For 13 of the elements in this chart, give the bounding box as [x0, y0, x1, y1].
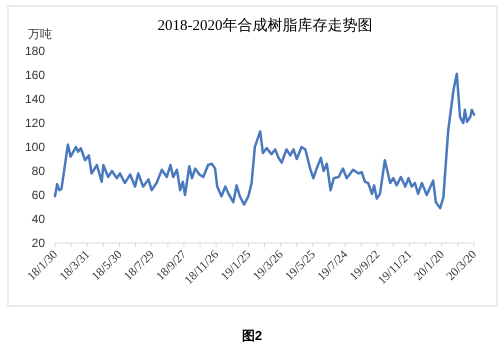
- y-tick-label: 60: [32, 188, 46, 202]
- y-tick-label: 120: [24, 116, 46, 130]
- line-series: [54, 72, 476, 210]
- y-axis-title: 万吨: [28, 27, 52, 41]
- y-tick-label: 140: [24, 92, 46, 106]
- chart-title: 2018-2020年合成树脂库存走势图: [158, 17, 372, 34]
- y-tick-label: 180: [24, 44, 46, 58]
- caption: 图2: [242, 328, 262, 343]
- y-tick-label: 100: [24, 140, 46, 154]
- y-tick-label: 160: [24, 68, 46, 82]
- y-tick-label: 80: [32, 164, 46, 178]
- y-tick-label: 40: [32, 212, 46, 226]
- y-tick-label: 20: [32, 236, 46, 250]
